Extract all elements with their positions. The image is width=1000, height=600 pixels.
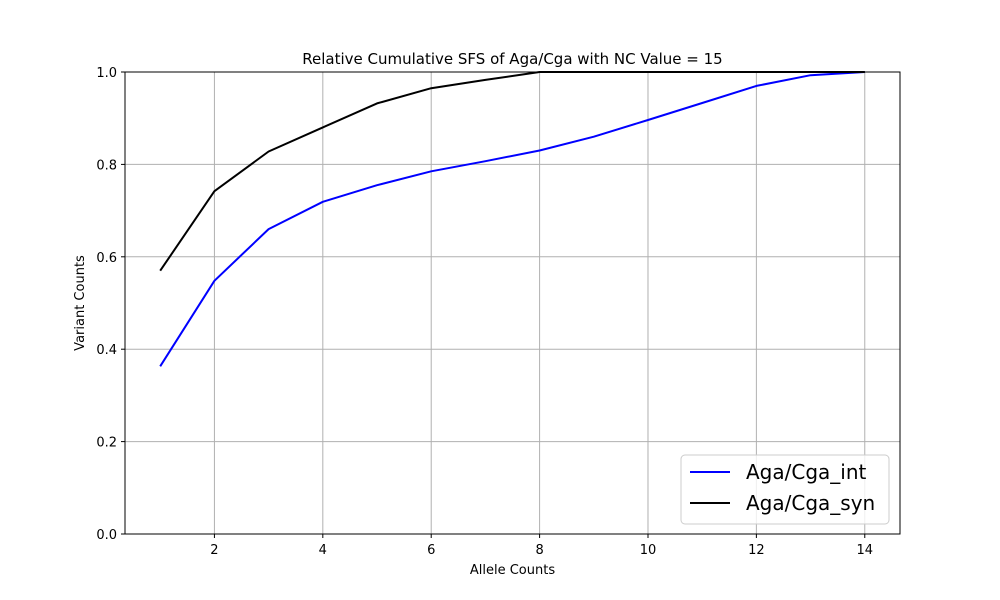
x-tick-label: 10 (640, 543, 657, 558)
y-tick-label: 0.6 (96, 251, 117, 266)
x-tick-label: 14 (856, 543, 873, 558)
x-tick-label: 8 (535, 543, 543, 558)
plot-frame (124, 71, 901, 535)
x-tick-label: 12 (748, 543, 765, 558)
axis-ticks: 2 4 6 8 10 12 14 0.0 0.2 0.4 0.6 0.8 1.0 (96, 66, 873, 558)
x-axis-label: Allele Counts (470, 563, 555, 578)
y-tick-label: 0.4 (96, 343, 117, 358)
x-tick-label: 2 (210, 543, 218, 558)
x-tick-label: 4 (319, 543, 327, 558)
y-tick-label: 0.8 (96, 158, 117, 173)
y-tick-label: 0.2 (96, 436, 117, 451)
y-tick-label: 1.0 (96, 66, 117, 81)
chart-title: Relative Cumulative SFS of Aga/Cga with … (302, 50, 722, 68)
legend: Aga/Cga_int Aga/Cga_syn (680, 454, 890, 525)
legend-label-aga-cga-int: Aga/Cga_int (746, 460, 867, 484)
x-tick-label: 6 (427, 543, 435, 558)
legend-box (680, 454, 890, 525)
legend-label-aga-cga-syn: Aga/Cga_syn (746, 491, 875, 515)
y-tick-label: 0.0 (96, 528, 117, 543)
series-line-aga-cga-int (159, 71, 865, 367)
y-axis-label: Variant Counts (73, 255, 88, 351)
